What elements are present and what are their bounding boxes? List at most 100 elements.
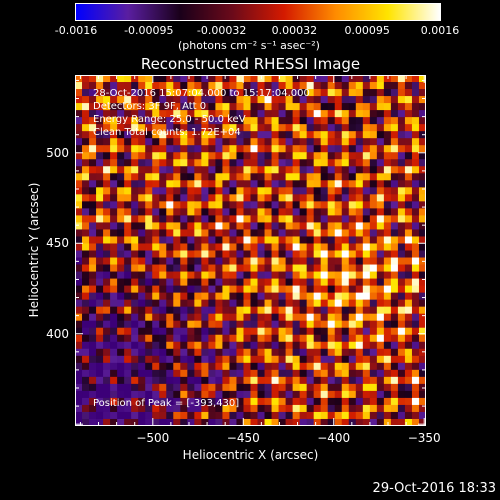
heatmap-cell (250, 355, 258, 364)
heatmap-cell (334, 201, 343, 209)
heatmap-cell (390, 306, 399, 315)
heatmap-cell (110, 264, 118, 272)
heatmap-cell (145, 355, 153, 364)
heatmap-cell (131, 110, 139, 118)
heatmap-cell (404, 404, 413, 413)
heatmap-cell (145, 117, 153, 125)
heatmap-cell (292, 264, 301, 272)
heatmap-cell (250, 376, 258, 385)
heatmap-cell (201, 159, 209, 167)
heatmap-cell (96, 208, 104, 216)
y-tick-label: 400 (46, 326, 69, 341)
heatmap-cell (75, 264, 83, 272)
heatmap-cell (376, 194, 385, 202)
heatmap-cell (397, 229, 406, 237)
heatmap-cell (390, 418, 399, 426)
heatmap-cell (327, 159, 336, 167)
heatmap-cell (180, 243, 188, 251)
heatmap-cell (264, 320, 272, 329)
heatmap-cell (131, 313, 139, 322)
heatmap-cell (131, 180, 139, 188)
heatmap-cell (299, 292, 308, 301)
heatmap-cell (194, 292, 202, 301)
heatmap-cell (334, 327, 343, 336)
heatmap-cell (418, 334, 426, 343)
heatmap-cell (124, 229, 132, 237)
heatmap-cell (292, 131, 301, 139)
heatmap-cell (131, 369, 139, 378)
heatmap-cell (96, 292, 104, 301)
heatmap-cell (306, 75, 315, 83)
heatmap-cell (124, 82, 132, 90)
heatmap-cell (103, 152, 111, 160)
heatmap-cell (327, 82, 336, 90)
heatmap-cell (334, 299, 343, 308)
heatmap-cell (173, 292, 181, 301)
heatmap-cell (376, 369, 385, 378)
heatmap-cell (229, 152, 237, 160)
heatmap-cell (362, 117, 371, 125)
heatmap-cell (418, 187, 426, 195)
heatmap-cell (110, 145, 118, 153)
heatmap-cell (390, 369, 399, 378)
heatmap-cell (278, 355, 286, 364)
heatmap-cell (418, 306, 426, 315)
heatmap-cell (131, 222, 139, 230)
heatmap-cell (362, 131, 371, 139)
heatmap-cell (306, 369, 315, 378)
heatmap-cell (348, 250, 357, 258)
heatmap-cell (208, 320, 216, 329)
heatmap-cell (404, 180, 413, 188)
heatmap-cell (117, 145, 125, 153)
heatmap-cell (327, 229, 336, 237)
heatmap-cell (222, 96, 230, 104)
heatmap-cell (264, 348, 272, 357)
heatmap-cell (264, 103, 272, 111)
heatmap-cell (292, 159, 301, 167)
heatmap-cell (383, 264, 392, 272)
colorbar-tick-label: -0.00032 (196, 24, 247, 37)
heatmap-cell (271, 208, 279, 216)
heatmap-cell (96, 103, 104, 111)
heatmap-cell (152, 131, 160, 139)
heatmap-cell (271, 327, 279, 336)
heatmap-cell (152, 397, 160, 406)
heatmap-cell (201, 257, 209, 265)
heatmap-cell (362, 404, 371, 413)
heatmap-cell (222, 278, 230, 286)
heatmap-cell (355, 82, 364, 90)
heatmap-cell (327, 117, 336, 125)
heatmap-cell (292, 75, 301, 83)
heatmap-cell (418, 96, 426, 104)
heatmap-cell (341, 236, 350, 244)
heatmap-cell (201, 96, 209, 104)
heatmap-cell (271, 229, 279, 237)
heatmap-cell (243, 411, 251, 420)
heatmap-cell (173, 320, 181, 329)
heatmap-cell (250, 166, 258, 174)
heatmap-cell (376, 390, 385, 399)
heatmap-cell (278, 138, 286, 146)
heatmap-cell (138, 187, 146, 195)
heatmap-cell (411, 152, 420, 160)
heatmap-cell (362, 390, 371, 399)
heatmap-cell (411, 334, 420, 343)
heatmap-cell (89, 390, 97, 399)
heatmap-cell (215, 187, 223, 195)
heatmap-cell (264, 75, 272, 83)
heatmap-cell (110, 362, 118, 371)
heatmap-cell (89, 362, 97, 371)
heatmap-cell (418, 145, 426, 153)
heatmap-cell (145, 313, 153, 322)
heatmap-cell (110, 131, 118, 139)
heatmap-cell (236, 194, 244, 202)
heatmap-cell (404, 166, 413, 174)
heatmap-cell (376, 215, 385, 223)
heatmap-cell (285, 124, 294, 132)
heatmap-cell (341, 117, 350, 125)
heatmap-cell (215, 327, 223, 336)
heatmap-cell (201, 82, 209, 90)
heatmap-cell (418, 124, 426, 132)
heatmap-cell (194, 159, 202, 167)
heatmap-cell (89, 404, 97, 413)
